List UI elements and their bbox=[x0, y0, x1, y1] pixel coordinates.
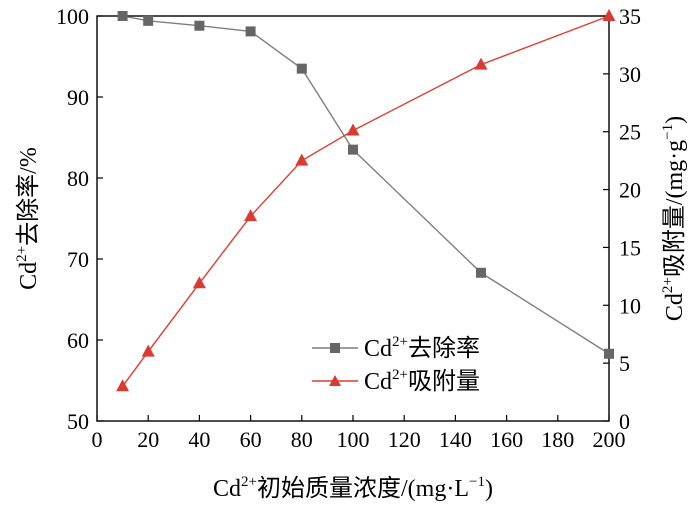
x-axis-label-close: ) bbox=[485, 476, 493, 502]
right-y-axis-label-close: ) bbox=[662, 116, 688, 124]
legend-label-removal-rate-sup: 2+ bbox=[392, 334, 408, 350]
legend: Cd2+去除率 Cd2+吸附量 bbox=[312, 334, 480, 395]
right-y-axis-label-rest: 吸附量/(mg·g bbox=[661, 140, 688, 277]
series-removal-rate bbox=[117, 11, 614, 359]
data-point-square bbox=[348, 144, 358, 155]
right-y-tick-label: 0 bbox=[619, 409, 630, 434]
legend-label-removal-rate-base: Cd bbox=[364, 336, 392, 362]
data-point-square bbox=[143, 15, 154, 26]
legend-item-adsorption: Cd2+吸附量 bbox=[312, 367, 480, 395]
plot-border bbox=[96, 15, 610, 422]
legend-marker-square bbox=[330, 343, 340, 353]
x-axis-label-unit-sup: −1 bbox=[469, 474, 485, 490]
right-y-tick-label: 20 bbox=[619, 178, 641, 203]
data-point-square bbox=[476, 267, 486, 278]
data-point-triangle bbox=[602, 9, 616, 21]
legend-label-removal-rate-rest: 去除率 bbox=[408, 335, 480, 362]
x-tick-label: 160 bbox=[490, 427, 523, 452]
left-y-axis-label-rest: 去除率/% bbox=[15, 147, 42, 246]
x-axis-label-rest: 初始质量浓度/(mg·L bbox=[257, 475, 469, 502]
legend-label-adsorption-sup: 2+ bbox=[392, 367, 408, 383]
right-y-tick-label: 30 bbox=[619, 62, 641, 87]
data-point-square bbox=[194, 20, 205, 31]
x-tick-label: 200 bbox=[593, 427, 626, 452]
legend-label-adsorption: Cd2+吸附量 bbox=[364, 367, 480, 395]
left-y-axis-label: Cd2+去除率/% bbox=[14, 147, 42, 290]
series-line bbox=[122, 15, 610, 387]
right-y-tick-label: 10 bbox=[619, 293, 641, 318]
right-y-axis-label: Cd2+吸附量/(mg·g−1) bbox=[660, 116, 688, 321]
data-point-triangle bbox=[346, 123, 360, 136]
right-y-axis-label-base: Cd bbox=[662, 293, 688, 321]
legend-item-removal-rate: Cd2+去除率 bbox=[312, 334, 480, 362]
x-tick-label: 80 bbox=[291, 427, 313, 452]
data-point-square bbox=[604, 348, 614, 359]
x-tick-label: 0 bbox=[92, 427, 103, 452]
left-y-axis-label-sup: 2+ bbox=[14, 246, 30, 262]
series-layer bbox=[116, 9, 616, 392]
left-y-axis-label-base: Cd bbox=[16, 262, 42, 290]
x-tick-label: 140 bbox=[439, 427, 472, 452]
series-adsorption bbox=[116, 9, 616, 392]
right-y-axis-label-sup: 2+ bbox=[660, 277, 676, 293]
left-y-tick-label: 80 bbox=[67, 166, 89, 191]
data-point-triangle bbox=[141, 344, 155, 357]
left-y-tick-label: 70 bbox=[67, 247, 89, 272]
right-y-axis-ticks: 0 5 10 15 20 25 30 35 bbox=[603, 4, 641, 434]
legend-label-removal-rate: Cd2+去除率 bbox=[364, 334, 480, 362]
data-point-triangle bbox=[474, 57, 488, 70]
left-y-tick-label: 100 bbox=[56, 4, 89, 29]
right-y-tick-label: 35 bbox=[619, 4, 641, 29]
x-tick-label: 120 bbox=[388, 427, 421, 452]
legend-label-adsorption-rest: 吸附量 bbox=[408, 368, 480, 395]
data-point-triangle bbox=[244, 209, 258, 222]
x-tick-label: 60 bbox=[240, 427, 262, 452]
series-line bbox=[122, 15, 610, 355]
left-y-tick-label: 60 bbox=[67, 328, 89, 353]
left-y-axis-ticks: 50 60 70 80 90 100 bbox=[56, 4, 103, 434]
data-point-square bbox=[117, 11, 128, 21]
x-tick-label: 40 bbox=[188, 427, 210, 452]
right-y-tick-label: 5 bbox=[619, 351, 630, 376]
right-y-tick-label: 25 bbox=[619, 120, 641, 145]
plot-frame bbox=[96, 15, 610, 422]
left-y-tick-label: 50 bbox=[67, 409, 89, 434]
x-tick-label: 180 bbox=[541, 427, 574, 452]
x-axis-label-base: Cd bbox=[213, 476, 241, 502]
data-point-square bbox=[296, 63, 307, 74]
left-y-tick-label: 90 bbox=[67, 85, 89, 110]
legend-marker-triangle bbox=[329, 375, 341, 386]
x-axis-label-sup: 2+ bbox=[241, 474, 257, 490]
x-tick-label: 100 bbox=[337, 427, 370, 452]
data-point-triangle bbox=[116, 379, 130, 392]
data-point-triangle bbox=[192, 276, 206, 289]
x-axis-ticks: 0 20 40 60 80 100 120 140 160 180 200 bbox=[92, 415, 626, 452]
legend-label-adsorption-base: Cd bbox=[364, 369, 392, 395]
x-tick-label: 20 bbox=[137, 427, 159, 452]
x-axis-label: Cd2+初始质量浓度/(mg·L−1) bbox=[213, 474, 493, 502]
data-point-triangle bbox=[295, 153, 309, 166]
right-y-tick-label: 15 bbox=[619, 235, 641, 260]
data-point-square bbox=[245, 26, 256, 37]
right-y-axis-label-unit-sup: −1 bbox=[660, 124, 676, 140]
